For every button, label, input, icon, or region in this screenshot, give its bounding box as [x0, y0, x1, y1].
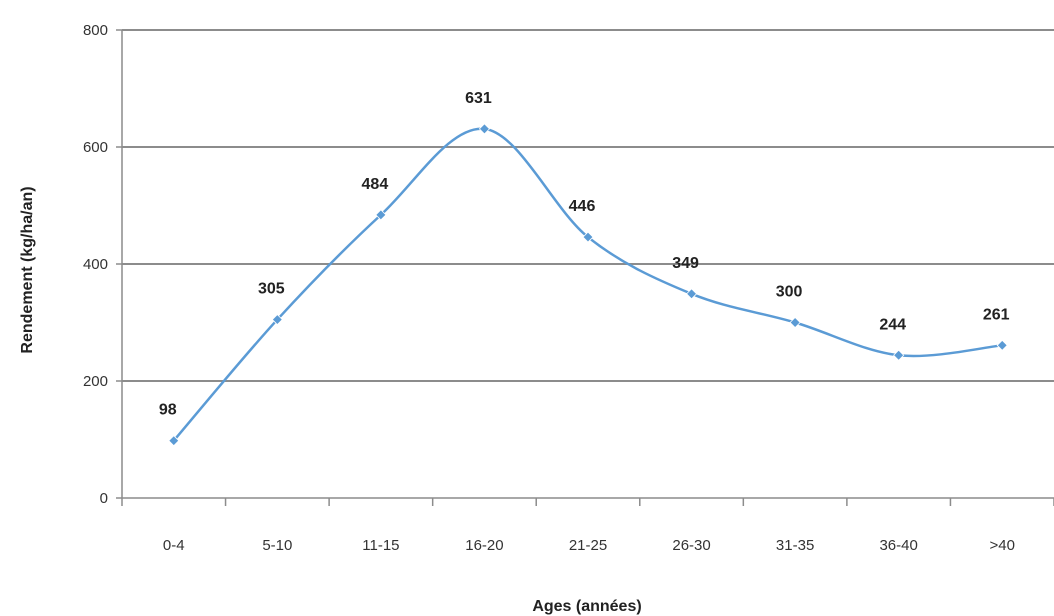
- data-label: 484: [362, 176, 389, 193]
- data-label: 98: [159, 402, 177, 419]
- x-tick-label: 31-35: [776, 537, 814, 554]
- y-tick-label: 400: [83, 256, 108, 273]
- data-label: 349: [672, 255, 699, 272]
- data-label: 631: [465, 90, 492, 107]
- x-tick-label: 26-30: [672, 537, 710, 554]
- y-axis-title: Rendement (kg/ha/an): [19, 186, 36, 353]
- x-axis: 0-4 5-10 11-15 16-20 21-25 26-30 31-35 36-40 >40: [121, 30, 1054, 554]
- gridlines: [122, 29, 1054, 382]
- data-label: 446: [569, 198, 596, 215]
- y-axis-ticks: 0 200 400 600 800: [83, 22, 122, 507]
- x-tick-label: 11-15: [362, 537, 399, 554]
- y-tick-label: 600: [83, 139, 108, 156]
- series-layer: [168, 123, 1008, 447]
- series-line: [172, 127, 1003, 442]
- y-tick-label: 0: [100, 490, 108, 507]
- data-label: 244: [879, 316, 906, 333]
- data-point: [789, 316, 801, 329]
- data-point: [893, 349, 905, 361]
- data-labels: 98 305 484 631 446 349 300 244 261: [159, 90, 1010, 419]
- data-point: [478, 123, 491, 135]
- x-tick-label: >40: [989, 537, 1014, 554]
- x-tick-label: 0-4: [163, 537, 185, 554]
- data-label: 305: [258, 281, 285, 298]
- data-label: 300: [776, 284, 803, 301]
- x-tick-label: 5-10: [262, 537, 292, 554]
- y-tick-label: 200: [83, 373, 108, 390]
- y-tick-label: 800: [83, 22, 108, 39]
- x-tick-label: 16-20: [465, 537, 503, 554]
- data-label: 261: [983, 306, 1010, 323]
- data-point: [996, 339, 1008, 351]
- x-axis-title: Ages (années): [532, 598, 641, 615]
- x-tick-label: 36-40: [879, 537, 917, 554]
- data-point: [168, 435, 180, 447]
- data-point: [271, 314, 283, 326]
- data-point: [685, 288, 698, 300]
- data-point: [582, 231, 594, 243]
- x-tick-label: 21-25: [569, 537, 607, 554]
- data-point: [375, 209, 387, 221]
